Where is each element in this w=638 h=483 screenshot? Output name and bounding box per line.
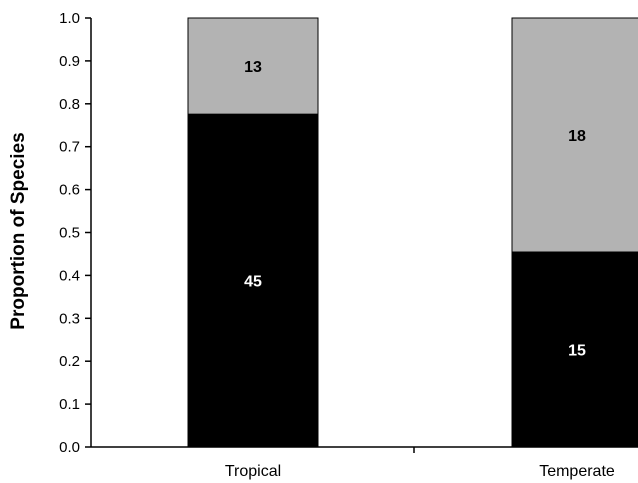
y-tick-label: 0.4 — [59, 267, 80, 284]
y-tick-label: 0.7 — [59, 139, 80, 156]
y-tick-label: 1.0 — [59, 10, 80, 27]
bar-segment — [187, 113, 319, 448]
bar-segment — [187, 17, 319, 115]
bar-value-label: 15 — [568, 343, 586, 360]
y-axis-title: Proportion of Species — [8, 132, 29, 329]
bars: 45 13 15 18 — [187, 17, 638, 448]
y-tick-label: 0.1 — [59, 396, 80, 413]
y-tick-label: 0.5 — [59, 225, 80, 242]
y-axis: 0.0 0.1 0.2 0.3 0.4 0.5 0.6 0.7 0.8 0.9 1.0 — [59, 10, 92, 456]
bar-value-label: 13 — [244, 59, 262, 76]
x-category-label: Tropical — [225, 463, 281, 480]
bar-value-label: 45 — [244, 274, 262, 291]
y-tick-label: 0.6 — [59, 182, 80, 199]
y-tick-label: 0.9 — [59, 53, 80, 70]
bar-value-label: 18 — [568, 128, 586, 145]
x-category-label: Temperate — [539, 463, 615, 480]
bar-segment — [511, 17, 638, 253]
y-tick-label: 0.2 — [59, 353, 80, 370]
y-tick-label: 0.3 — [59, 310, 80, 327]
y-tick-label: 0.0 — [59, 439, 80, 456]
bar-segment — [511, 251, 638, 448]
x-axis: Tropical Temperate — [91, 446, 638, 480]
y-tick-label: 0.8 — [59, 96, 80, 113]
